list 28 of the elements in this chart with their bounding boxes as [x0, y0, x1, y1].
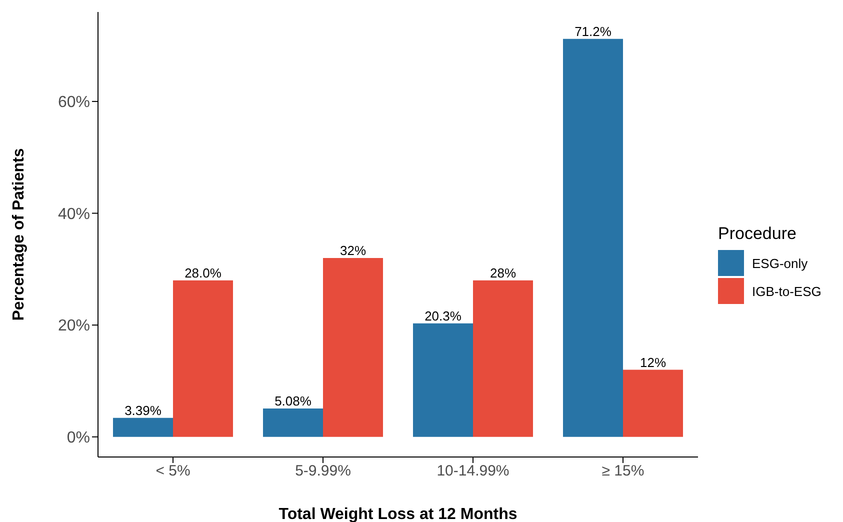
y-axis-title: Percentage of Patients [10, 148, 28, 321]
data-label: 12% [640, 354, 666, 370]
bar [263, 408, 323, 437]
bar [473, 280, 533, 437]
x-tick-label: 5-9.99% [295, 462, 351, 480]
data-label: 5.08% [274, 393, 312, 408]
data-label: 20.3% [424, 308, 462, 324]
bar [113, 418, 173, 437]
y-tick-label: 40% [58, 206, 90, 223]
data-label: 28.0% [184, 265, 222, 280]
y-tick-label: 0% [66, 430, 90, 447]
x-tick-label: 10-14.99% [436, 462, 510, 480]
bar [413, 323, 473, 437]
data-label: 32% [340, 242, 366, 258]
legend-label: IGB-to-ESG [752, 284, 822, 298]
x-tick-label: < 5% [156, 462, 190, 480]
legend-label: ESG-only [752, 256, 808, 270]
bar [173, 280, 233, 437]
y-tick-label: 60% [58, 94, 90, 112]
y-tick-label: 20% [58, 318, 90, 335]
data-label: 71.2% [574, 24, 612, 39]
bar [323, 258, 383, 437]
data-label: 3.39% [124, 402, 162, 418]
x-tick-label: ≥ 15% [602, 462, 644, 480]
legend-title: Procedure [718, 224, 798, 244]
data-label: 28% [490, 265, 516, 280]
bar [623, 370, 683, 437]
bar [563, 38, 623, 437]
